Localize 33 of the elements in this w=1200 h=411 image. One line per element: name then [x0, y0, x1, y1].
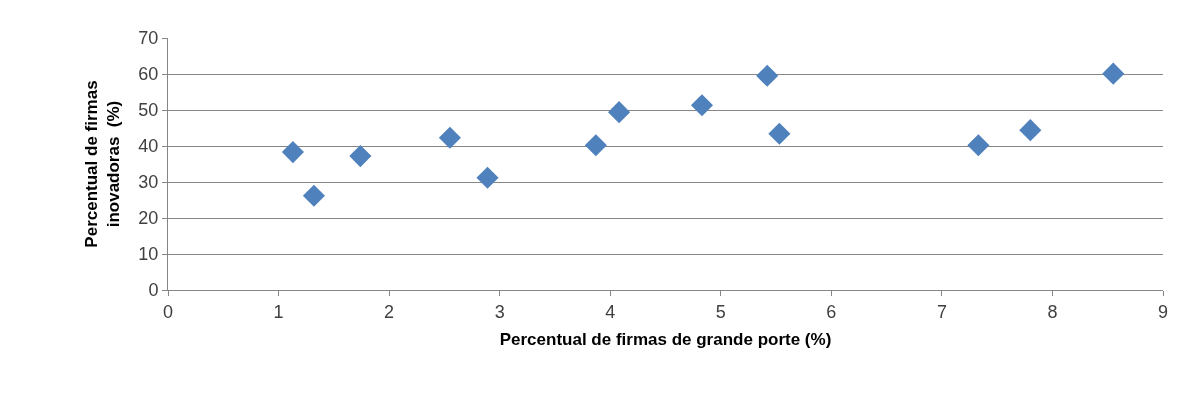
point — [756, 64, 779, 87]
y-tick-label: 30 — [138, 172, 159, 193]
y-tick-label: 10 — [138, 244, 159, 265]
x-tick-label: 6 — [826, 301, 837, 322]
point — [349, 145, 372, 168]
x-tick-label: 5 — [715, 301, 726, 322]
point — [302, 184, 325, 207]
x-tick-label: 0 — [162, 301, 174, 322]
x-tick-label: 9 — [1157, 301, 1169, 322]
point — [967, 134, 990, 157]
point — [584, 134, 607, 157]
x-tick-label: 4 — [605, 301, 616, 322]
x-tick-label: 7 — [936, 301, 947, 322]
point — [608, 101, 631, 124]
x-tick-label: 2 — [384, 301, 395, 322]
x-tick-label: 8 — [1047, 301, 1058, 322]
point — [438, 126, 461, 149]
y-tick-label: 70 — [138, 28, 159, 49]
point — [1102, 62, 1125, 85]
x-tick-label: 1 — [273, 301, 284, 322]
y-tick-label: 20 — [138, 208, 159, 229]
point — [476, 166, 499, 189]
x-axis-title: Percentual de firmas de grande porte (%) — [499, 330, 832, 349]
y-tick-label: 50 — [138, 100, 159, 121]
x-tick-label: 3 — [494, 301, 505, 322]
point — [690, 94, 714, 117]
point — [1019, 119, 1042, 142]
point — [768, 122, 791, 145]
y-axis-title: Percentual de firmas inovadoras (%) — [81, 80, 123, 248]
y-tick-label: 60 — [138, 64, 159, 85]
y-tick-label: 40 — [138, 136, 159, 157]
y-tick-label: 0 — [148, 280, 159, 301]
point — [281, 141, 304, 164]
